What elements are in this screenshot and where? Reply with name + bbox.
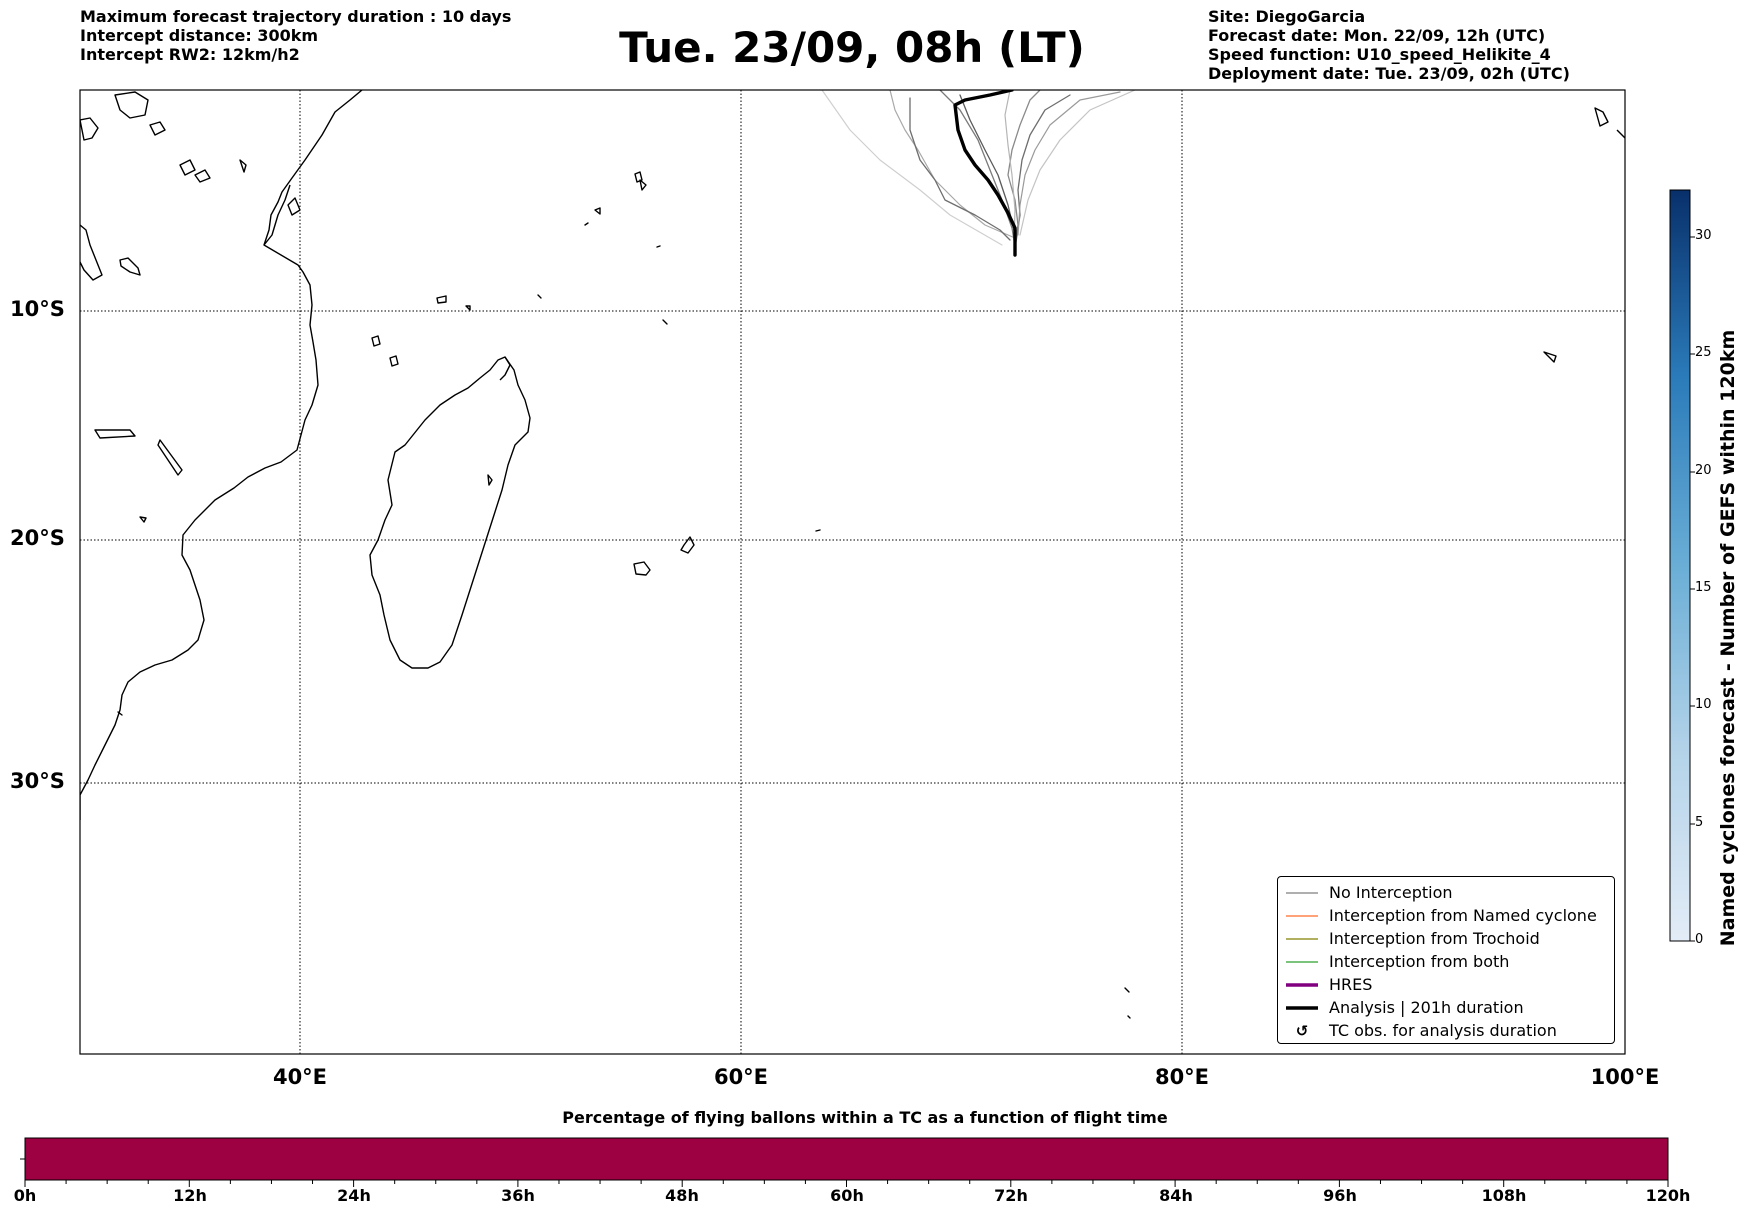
info-speed-function: Speed function: U10_speed_Helikite_4: [1208, 45, 1551, 64]
lat-label-30s: 30°S: [10, 769, 65, 793]
colorbar-tick: 25: [1695, 345, 1712, 360]
colorbar-tick: 15: [1695, 580, 1712, 595]
legend-item: No Interception: [1278, 882, 1614, 904]
legend-label: Interception from Named cyclone: [1329, 906, 1597, 925]
legend-swatch: [1286, 983, 1318, 987]
info-site: Site: DiegoGarcia: [1208, 7, 1366, 26]
trajectory-line: [1017, 91, 1121, 236]
flight-bar-tick-label: 84h: [1159, 1186, 1193, 1205]
trajectory-line: [821, 90, 1003, 246]
flight-bar-tick-label: 36h: [501, 1186, 535, 1205]
colorbar-tick: 20: [1695, 463, 1712, 478]
page-title: Tue. 23/09, 08h (LT): [619, 23, 1085, 72]
lon-label-60e: 60°E: [713, 1065, 769, 1089]
flight-time-bar: [20, 1137, 1669, 1187]
mauritius: [680, 536, 695, 554]
reunion: [633, 561, 651, 576]
colorbar: [1669, 189, 1695, 942]
trajectory-line: [939, 90, 1015, 241]
trajectory-line: [1004, 90, 1016, 241]
colorbar-tick: 30: [1695, 228, 1712, 243]
flight-bar-tick-label: 72h: [994, 1186, 1028, 1205]
africa-coastline: [80, 90, 363, 820]
map-frame: [79, 89, 1626, 1055]
flight-bar-tick-label: 12h: [173, 1186, 207, 1205]
info-max-duration: Maximum forecast trajectory duration : 1…: [80, 7, 512, 26]
legend-item: Interception from Named cyclone: [1278, 905, 1614, 927]
trajectory-line: [889, 90, 1016, 239]
legend-swatch: [1286, 1006, 1318, 1010]
lon-label-80e: 80°E: [1154, 1065, 1210, 1089]
legend-label: HRES: [1329, 975, 1373, 994]
legend-item: HRES: [1278, 974, 1614, 996]
maldives-fragment: [1594, 107, 1609, 127]
legend-swatch: [1286, 892, 1318, 894]
trajectory-lines: [821, 90, 1136, 257]
legend-item: Interception from both: [1278, 951, 1614, 973]
legend-swatch: [1286, 915, 1318, 917]
info-deployment-date: Deployment date: Tue. 23/09, 02h (UTC): [1208, 64, 1570, 83]
colorbar-tick: 5: [1695, 815, 1704, 830]
flight-bar-tick-label: 60h: [830, 1186, 864, 1205]
flight-time-fill: [24, 1137, 1669, 1181]
lat-label-10s: 10°S: [10, 297, 65, 321]
colorbar-gradient: [1669, 189, 1691, 942]
trajectory-line: [909, 97, 1011, 241]
flight-bar-tick-label: 120h: [1645, 1186, 1691, 1205]
flight-bar-title: Percentage of flying ballons within a TC…: [562, 1108, 1168, 1127]
flight-bar-tick-label: 24h: [337, 1186, 371, 1205]
africa-inner-coastline: [263, 184, 291, 246]
flight-bar-tick-label: 0h: [13, 1186, 37, 1205]
legend-label: Analysis | 201h duration: [1329, 998, 1524, 1017]
legend-swatch: [1286, 961, 1318, 963]
colorbar-label: Named cyclones forecast - Number of GEFS…: [1717, 329, 1739, 947]
lon-label-100e: 100°E: [1590, 1065, 1660, 1089]
legend-item: Interception from Trochoid: [1278, 928, 1614, 950]
legend-swatch: [1286, 938, 1318, 940]
flight-bar-tick-label: 96h: [1323, 1186, 1357, 1205]
tc-obs-icon: ↺: [1295, 1022, 1309, 1040]
lat-label-20s: 20°S: [10, 526, 65, 550]
legend-item: ↺ TC obs. for analysis duration: [1278, 1020, 1614, 1042]
colorbar-tick: 0: [1695, 932, 1704, 947]
info-left: Maximum forecast trajectory duration : 1…: [80, 7, 511, 64]
colorbar-tick: 10: [1695, 697, 1712, 712]
info-forecast-date: Forecast date: Mon. 22/09, 12h (UTC): [1208, 26, 1546, 45]
trajectory-analysis-line: [953, 90, 1017, 257]
trajectory-line: [959, 94, 1016, 236]
legend-label: No Interception: [1329, 883, 1453, 902]
madagascar: [369, 356, 531, 669]
legend-item: Analysis | 201h duration: [1278, 997, 1614, 1019]
flight-bar-tick-label: 48h: [665, 1186, 699, 1205]
map-legend: No Interception Interception from Named …: [1277, 876, 1615, 1044]
legend-label: TC obs. for analysis duration: [1329, 1021, 1557, 1040]
trajectory-line: [1015, 94, 1071, 243]
legend-label: Interception from both: [1329, 952, 1510, 971]
flight-bar-tick-label: 108h: [1481, 1186, 1527, 1205]
info-right: Site: DiegoGarcia Forecast date: Mon. 22…: [1208, 7, 1570, 83]
lon-label-40e: 40°E: [272, 1065, 328, 1089]
trajectory-line: [1019, 90, 1136, 236]
info-intercept-distance: Intercept distance: 300km: [80, 26, 319, 45]
legend-label: Interception from Trochoid: [1329, 929, 1540, 948]
info-intercept-rw2: Intercept RW2: 12km/h2: [80, 45, 300, 64]
